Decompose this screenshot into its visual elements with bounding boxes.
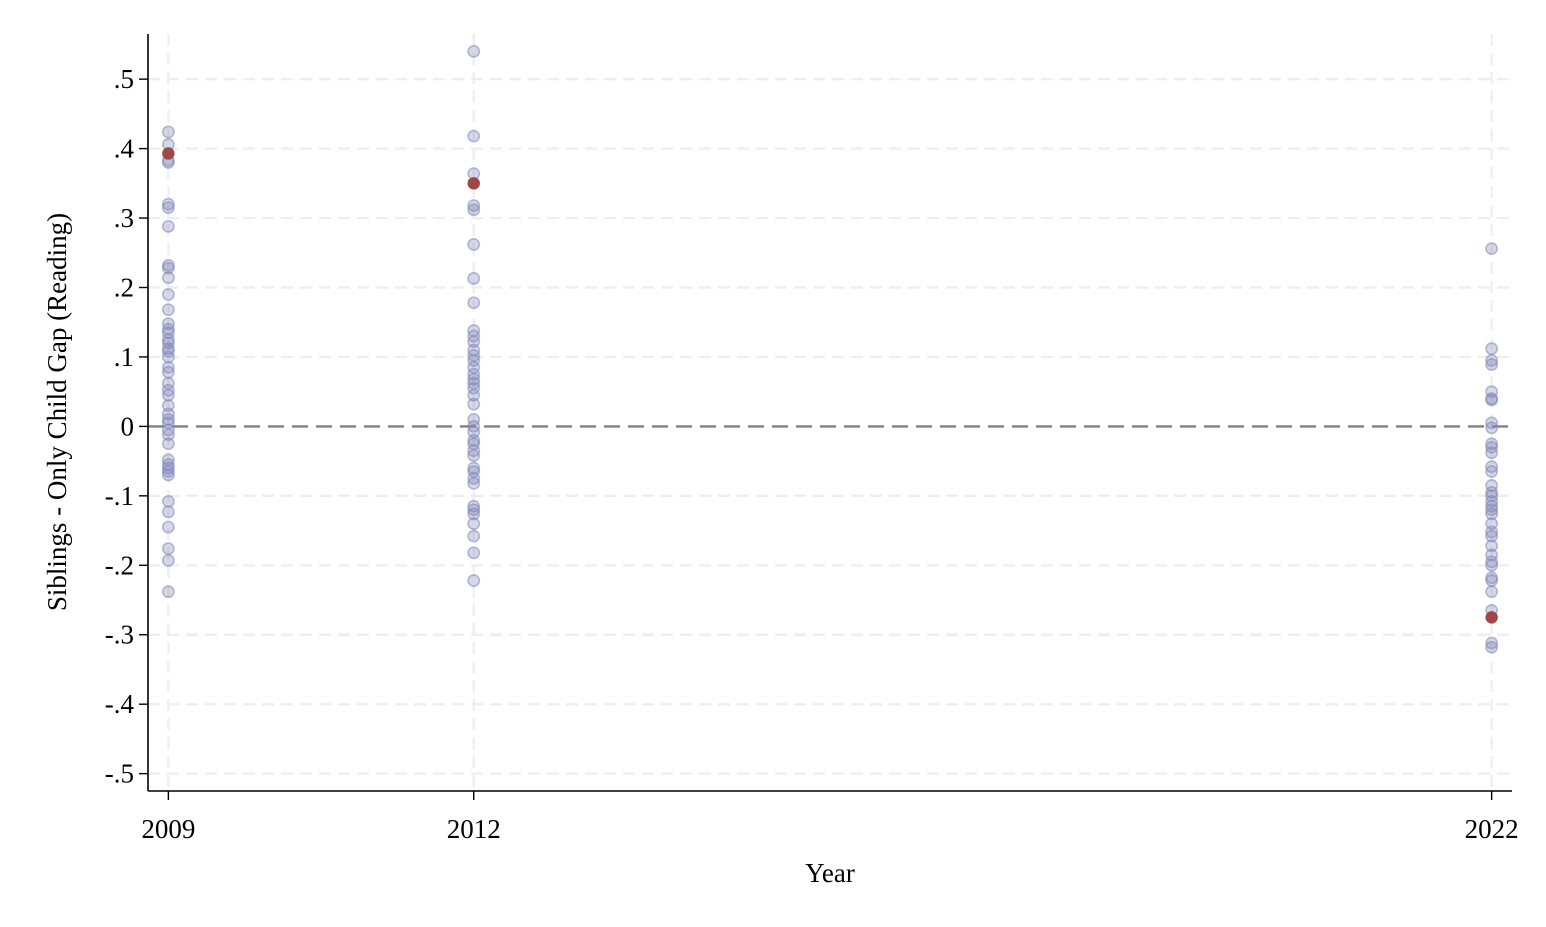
data-point [467,203,481,217]
data-point [1485,558,1499,572]
data-point [161,554,175,567]
y-tick-label: 0 [121,411,135,441]
data-point [1485,342,1499,356]
data-point [1485,507,1499,521]
data-point [1485,393,1499,407]
data-point [1485,585,1499,599]
y-ticks: .5 .4 .3 .2 .1 0 -.1 -.2 -.3 -.4 -.5 [105,64,148,789]
highlight-point [1485,611,1498,624]
data-point [467,199,481,212]
data-point [161,520,175,534]
data-point [467,574,481,587]
x-axis-title: Year [805,858,855,888]
y-axis-title: Siblings - Only Child Gap (Reading) [42,213,72,611]
data-point [1485,525,1499,539]
data-point [161,125,175,139]
y-tick-label: -.2 [105,550,134,580]
data-point [161,350,175,364]
data-point [161,437,175,451]
data-point [1485,503,1499,517]
data-point [467,388,481,402]
x-tick-label: 2009 [141,814,195,844]
data-point [161,201,175,215]
data-point [1485,539,1499,553]
data-point [161,271,175,285]
highlight-points [162,147,1498,624]
data-point [1485,446,1499,460]
data-point [467,129,481,143]
data-point [467,372,481,386]
y-tick-label: .5 [114,64,134,94]
data-point [467,397,481,411]
data-point [467,503,481,517]
y-tick-label: -.4 [105,689,135,719]
data-point [1485,242,1499,255]
data-point [161,261,175,275]
data-point [1485,574,1499,587]
data-point [1485,421,1499,435]
data-point [1485,354,1499,367]
data-point [161,388,175,402]
y-tick-label: -.5 [105,759,134,789]
y-tick-label: -.1 [105,481,134,511]
highlight-point [467,177,480,190]
x-tick-label: 2012 [447,814,501,844]
data-point [161,288,175,301]
data-point [161,542,175,556]
data-point [467,296,481,310]
gridlines [148,34,1512,791]
data-point [161,219,175,233]
data-point [1485,636,1499,650]
data-point [161,468,175,482]
data-point [1485,485,1499,499]
data-point [1485,465,1499,478]
data-point [161,585,175,599]
data-point [1485,358,1499,371]
data-point [467,546,481,560]
x-ticks: 2009 2012 2022 [141,791,1519,844]
data-points [161,44,1499,654]
y-tick-label: .3 [114,203,134,233]
y-tick-label: .2 [114,272,134,302]
data-point [467,529,481,543]
data-point [467,507,481,521]
data-point [161,365,175,379]
data-point [161,303,175,317]
y-tick-label: .4 [114,134,135,164]
axes [147,34,1512,792]
data-point [161,465,175,478]
data-point [467,517,481,531]
data-point [1485,640,1499,654]
data-point [1485,437,1499,451]
y-tick-label: .1 [114,342,134,372]
data-point [161,505,175,519]
data-point [161,428,175,442]
data-point [467,272,481,285]
data-point [467,449,481,462]
data-point [1485,555,1499,569]
y-tick-label: -.3 [105,620,134,650]
x-tick-label: 2022 [1465,814,1519,844]
data-point [467,44,481,58]
data-point [467,476,481,490]
highlight-point [162,147,175,160]
data-point [161,494,175,508]
data-point [1485,529,1499,543]
data-point [467,238,481,251]
data-point [161,197,175,211]
